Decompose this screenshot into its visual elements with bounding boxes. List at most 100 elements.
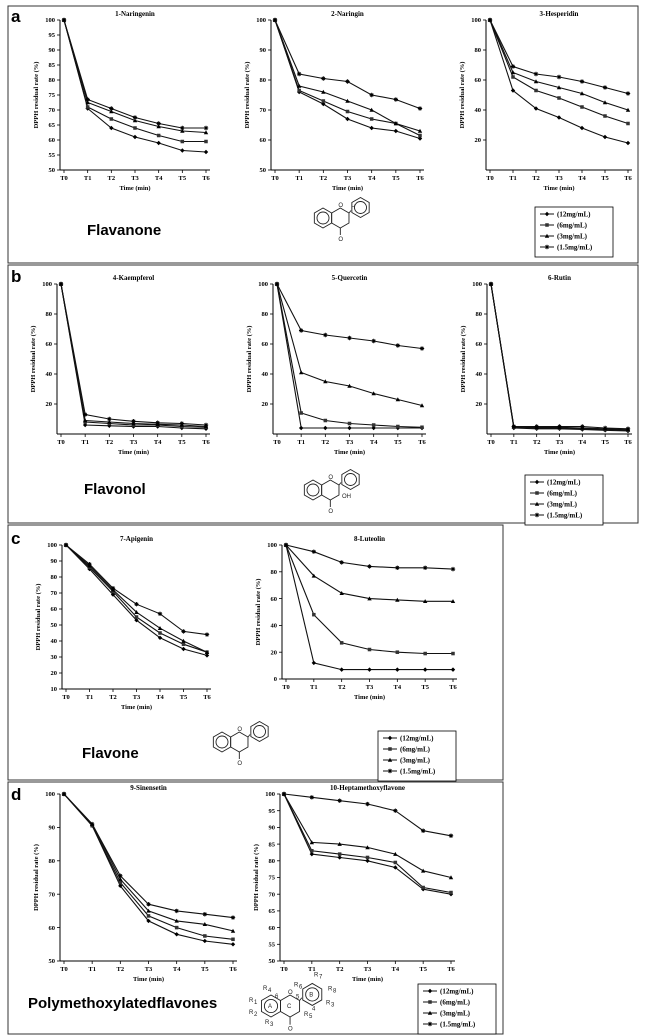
substituent-label: R (326, 1000, 331, 1006)
data-point (174, 925, 179, 930)
atom-label: O (237, 761, 242, 767)
chart-7: 7-Apigenin 10 20 30 40 50 60 70 80 90 100 T0 T1 T2 T3 T… (35, 535, 212, 711)
legend-marker (534, 501, 540, 506)
position-number: 4 (312, 1006, 316, 1012)
x-axis-label: Time (min) (352, 976, 383, 983)
x-tick-label: T5 (601, 439, 609, 446)
data-point (157, 635, 163, 640)
data-point (556, 85, 562, 90)
data-point (85, 97, 90, 102)
y-tick-label: 75 (49, 92, 56, 99)
data-point (625, 426, 631, 431)
data-point (579, 79, 585, 84)
data-point (204, 650, 210, 654)
data-point (321, 76, 326, 81)
legend-entry: (3mg/mL) (440, 1010, 471, 1018)
x-tick-label: T5 (394, 439, 402, 446)
series-line-2 (283, 793, 452, 894)
y-tick-label: 100 (265, 791, 275, 798)
data-point (174, 932, 179, 937)
substituent-label: R (328, 986, 333, 992)
data-point (89, 821, 95, 827)
x-tick-label: T3 (366, 684, 374, 691)
data-point (533, 79, 539, 84)
data-point (420, 828, 426, 833)
y-axis-label: DPPH residual rate (%) (30, 326, 37, 393)
chart-5: 5-Quercetin 20 40 60 80 100 T0 T1 T2 T3 T4 T5 T6 Time… (246, 274, 427, 456)
data-point (298, 425, 304, 431)
bond-to-ring-b (299, 997, 303, 1001)
y-tick-label: 50 (49, 167, 56, 174)
y-tick-label: 65 (269, 908, 276, 915)
x-axis-label: Time (min) (118, 449, 149, 456)
atom-label: A (268, 1004, 272, 1010)
aromatic-ring-circle (263, 998, 279, 1014)
data-point (272, 17, 278, 23)
x-tick-label: T1 (509, 175, 517, 182)
data-point (312, 612, 316, 617)
class-label: Polymethoxylatedflavones (28, 995, 217, 1012)
position-number: 6 (275, 994, 279, 1000)
y-tick-label: 80 (475, 47, 482, 54)
data-point (395, 597, 400, 602)
y-tick-label: 60 (49, 137, 56, 144)
atom-label: C (287, 1004, 292, 1010)
data-point (393, 808, 398, 813)
data-point (298, 370, 304, 375)
ring-b (351, 196, 370, 219)
data-point (82, 412, 88, 417)
ring-b (302, 982, 323, 1006)
x-axis-label: Time (min) (119, 185, 150, 192)
legend-marker (544, 233, 550, 238)
chart-title: 8-Luteolin (354, 535, 385, 543)
data-point (299, 411, 303, 415)
data-point (109, 106, 114, 111)
atom-label: O (237, 727, 242, 733)
legend-entry: (3mg/mL) (557, 233, 588, 241)
chart-4: 4-Kaempferol 20 40 60 80 100 T0 T1 T2 T3 T4 T5 T6 Tim… (30, 274, 211, 456)
position-number: 1 (254, 1000, 258, 1006)
y-tick-label: 100 (258, 281, 268, 288)
x-tick-label: T4 (156, 694, 164, 701)
data-point (626, 121, 630, 126)
x-tick-label: T5 (201, 966, 209, 973)
data-point (422, 599, 428, 604)
data-point (230, 928, 236, 933)
position-number: 3 (331, 1002, 335, 1008)
data-point (82, 422, 88, 428)
x-tick-label: T0 (486, 175, 494, 182)
series-line-4 (274, 19, 421, 110)
x-tick-label: T1 (297, 439, 305, 446)
y-tick-label: 55 (269, 942, 276, 949)
data-point (146, 918, 151, 924)
y-tick-label: 20 (476, 401, 483, 408)
data-point (85, 100, 90, 105)
series-line-1 (65, 544, 208, 656)
y-tick-label: 90 (269, 825, 276, 832)
x-tick-label: T6 (447, 966, 455, 973)
legend-marker (534, 512, 540, 518)
data-point (321, 99, 326, 103)
bond-to-ring-b (348, 210, 352, 214)
legend-marker (388, 747, 392, 751)
atom-label: O (338, 237, 343, 243)
data-point (371, 338, 376, 344)
y-tick-label: 100 (267, 542, 277, 549)
x-tick-label: T1 (310, 684, 318, 691)
data-point (321, 89, 326, 94)
y-tick-label: 85 (49, 62, 56, 69)
data-point (393, 865, 398, 870)
ring-c (230, 731, 249, 753)
data-point (487, 17, 493, 23)
substituent-label: R (294, 982, 299, 988)
chart-6: 6-Rutin 20 40 60 80 100 T0 T1 T2 T3 T4 T5 T6 Time (mi… (460, 274, 633, 456)
legend-d: (12mg/mL) (6mg/mL) (3mg/mL) (1.5mg/mL) (417, 983, 497, 1035)
data-point (310, 849, 314, 853)
x-tick-label: T2 (117, 966, 125, 973)
substituent-label: R (249, 998, 254, 1004)
data-point (371, 425, 376, 431)
series-line-1 (276, 283, 422, 429)
ring-c (331, 207, 350, 229)
